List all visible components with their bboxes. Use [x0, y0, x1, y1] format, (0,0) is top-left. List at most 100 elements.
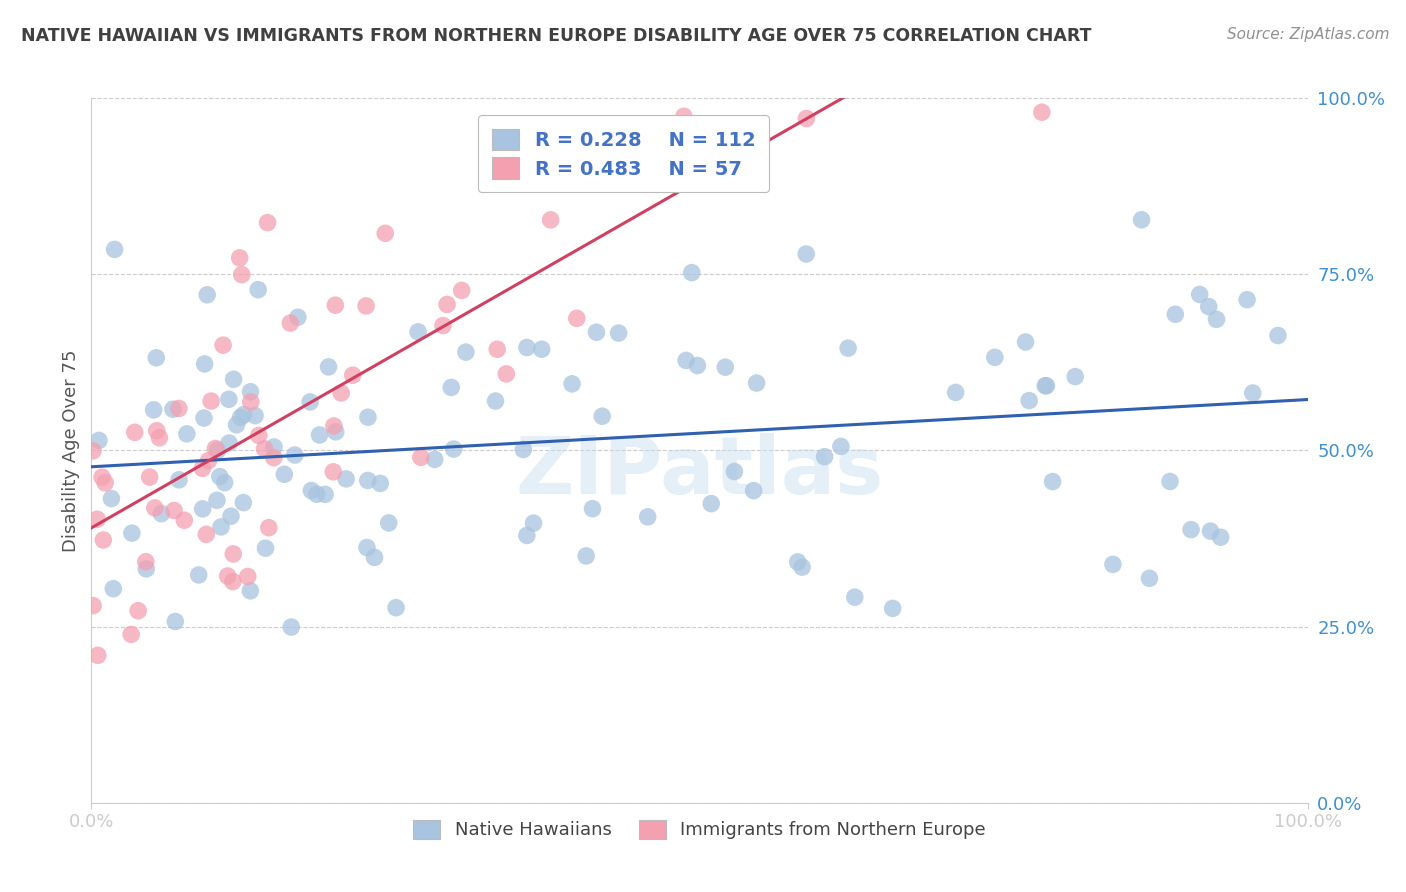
- Point: [1159, 475, 1181, 489]
- Point: [280, 620, 302, 634]
- Point: [225, 417, 247, 432]
- Point: [218, 436, 240, 450]
- Point: [1205, 312, 1227, 326]
- Point: [253, 442, 276, 456]
- Point: [530, 343, 553, 357]
- Point: [222, 372, 245, 386]
- Point: [104, 243, 127, 257]
- Point: [299, 483, 322, 498]
- Point: [287, 310, 309, 325]
- Point: [325, 425, 347, 439]
- Point: [522, 516, 544, 530]
- Point: [484, 394, 506, 409]
- Point: [1199, 524, 1222, 538]
- Point: [87, 648, 110, 663]
- Point: [591, 409, 613, 424]
- Point: [103, 582, 125, 596]
- Point: [512, 442, 534, 457]
- Point: [1018, 393, 1040, 408]
- Point: [342, 368, 364, 383]
- Point: [640, 128, 662, 143]
- Point: [87, 434, 110, 448]
- Text: ZIPatlas: ZIPatlas: [516, 433, 883, 510]
- Point: [607, 326, 630, 340]
- Point: [714, 360, 737, 375]
- Point: [222, 547, 245, 561]
- Point: [209, 520, 232, 534]
- Point: [135, 562, 157, 576]
- Point: [222, 574, 245, 589]
- Point: [1102, 558, 1125, 572]
- Point: [299, 395, 322, 409]
- Legend: Native Hawaiians, Immigrants from Northern Europe: Native Hawaiians, Immigrants from Northe…: [406, 813, 993, 847]
- Point: [1209, 530, 1232, 544]
- Point: [440, 380, 463, 394]
- Point: [217, 569, 239, 583]
- Point: [218, 392, 240, 407]
- Point: [163, 503, 186, 517]
- Point: [495, 367, 517, 381]
- Point: [675, 353, 697, 368]
- Point: [330, 386, 353, 401]
- Point: [82, 599, 104, 613]
- Point: [540, 212, 562, 227]
- Point: [454, 345, 477, 359]
- Point: [263, 450, 285, 465]
- Point: [354, 299, 377, 313]
- Point: [162, 402, 184, 417]
- Point: [193, 411, 215, 425]
- Point: [322, 465, 344, 479]
- Point: [208, 469, 231, 483]
- Point: [214, 475, 236, 490]
- Text: Source: ZipAtlas.com: Source: ZipAtlas.com: [1226, 27, 1389, 42]
- Point: [585, 325, 607, 339]
- Point: [794, 247, 817, 261]
- Point: [205, 493, 228, 508]
- Point: [1031, 105, 1053, 120]
- Point: [120, 627, 142, 641]
- Point: [363, 550, 385, 565]
- Point: [204, 442, 226, 456]
- Point: [357, 410, 380, 425]
- Point: [325, 298, 347, 312]
- Point: [138, 470, 160, 484]
- Point: [165, 615, 187, 629]
- Point: [322, 419, 344, 434]
- Point: [145, 424, 167, 438]
- Point: [176, 426, 198, 441]
- Point: [1064, 369, 1087, 384]
- Point: [167, 401, 190, 416]
- Point: [200, 394, 222, 409]
- Point: [191, 501, 214, 516]
- Point: [984, 351, 1007, 365]
- Point: [1042, 475, 1064, 489]
- Point: [1130, 212, 1153, 227]
- Point: [516, 528, 538, 542]
- Point: [830, 439, 852, 453]
- Point: [318, 359, 340, 374]
- Point: [254, 541, 277, 556]
- Point: [212, 338, 235, 352]
- Point: [792, 560, 814, 574]
- Point: [197, 453, 219, 467]
- Point: [121, 526, 143, 541]
- Point: [82, 443, 104, 458]
- Point: [837, 341, 859, 355]
- Point: [273, 467, 295, 482]
- Point: [173, 513, 195, 527]
- Point: [686, 359, 709, 373]
- Point: [672, 109, 695, 123]
- Point: [232, 408, 254, 422]
- Point: [516, 341, 538, 355]
- Point: [385, 600, 408, 615]
- Point: [1164, 307, 1187, 321]
- Point: [232, 495, 254, 509]
- Point: [145, 351, 167, 365]
- Point: [1188, 287, 1211, 301]
- Point: [305, 487, 328, 501]
- Point: [575, 549, 598, 563]
- Point: [1139, 571, 1161, 585]
- Point: [565, 311, 588, 326]
- Point: [377, 516, 399, 530]
- Point: [356, 541, 378, 555]
